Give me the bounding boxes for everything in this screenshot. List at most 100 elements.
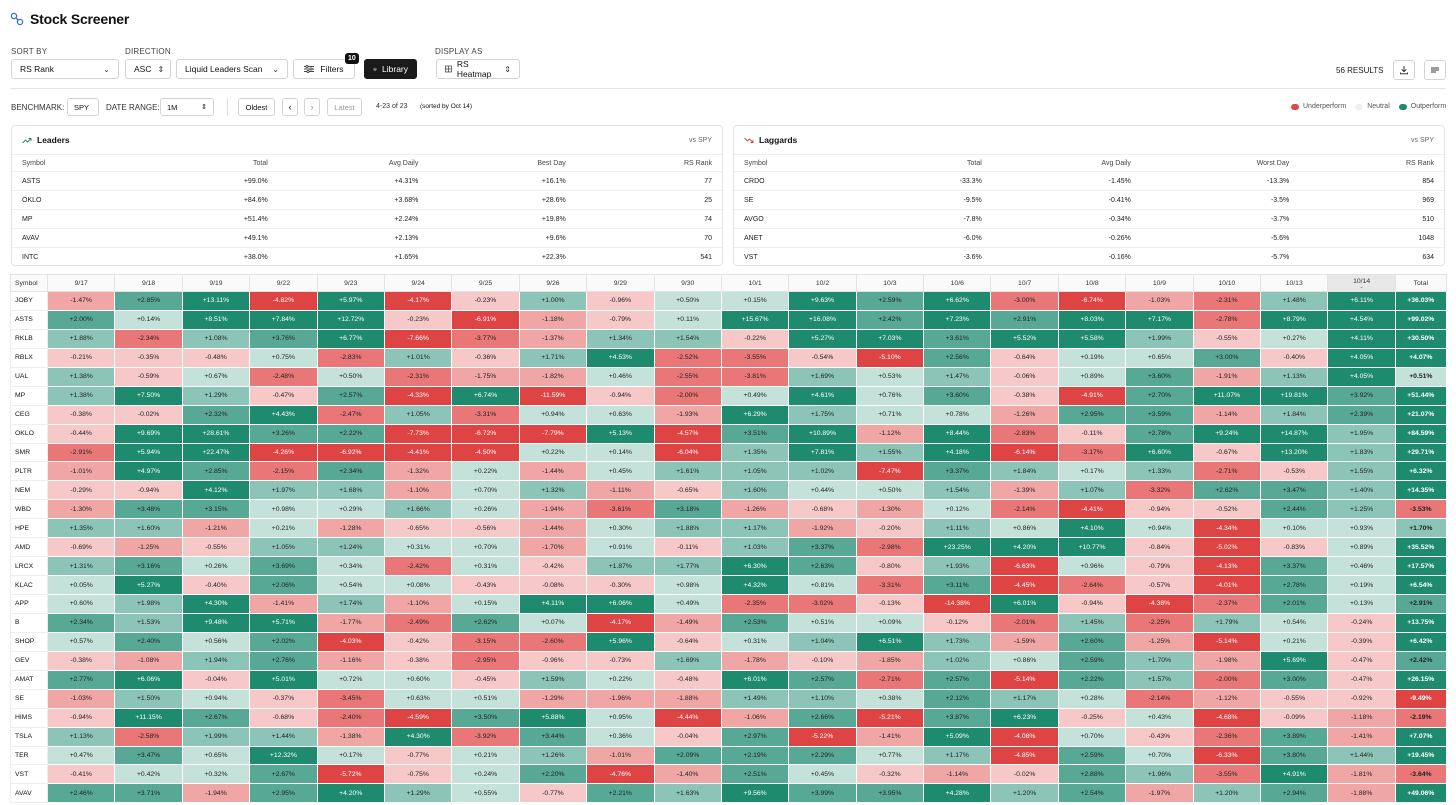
heatmap-cell[interactable]: +2.21% — [586, 783, 655, 804]
heatmap-cell[interactable]: +4.97% — [114, 461, 183, 482]
heatmap-cell[interactable]: -0.40% — [1260, 347, 1329, 368]
heatmap-cell[interactable]: -0.09% — [1260, 707, 1329, 728]
heatmap-cell[interactable]: +2.67% — [249, 764, 318, 785]
heatmap-cell[interactable]: +4.61% — [788, 385, 857, 406]
date-column-header[interactable]: 9/25 — [451, 274, 520, 292]
heatmap-cell[interactable]: -0.79% — [1125, 556, 1194, 577]
heatmap-cell[interactable]: +5.94% — [114, 442, 183, 463]
heatmap-cell[interactable]: +1.77% — [653, 556, 722, 577]
heatmap-row[interactable]: MP +1.38% +7.50% +1.29% -0.47% +2.57% -4.33% +6… — [10, 385, 1447, 406]
heatmap-cell[interactable]: +0.26% — [181, 556, 251, 577]
heatmap-cell[interactable]: +2.53% — [720, 612, 790, 633]
heatmap-cell[interactable]: +0.14% — [114, 309, 183, 330]
heatmap-cell[interactable]: -0.94% — [114, 480, 183, 501]
heatmap-cell[interactable]: +1.08% — [181, 328, 251, 349]
heatmap-cell[interactable]: +2.22% — [1057, 669, 1127, 690]
heatmap-cell[interactable]: +2.88% — [1057, 764, 1127, 785]
heatmap-row[interactable]: PLTR -1.01% +4.97% +2.85% -2.15% +2.34% -1.32%… — [10, 461, 1447, 482]
heatmap-symbol[interactable]: AMAT — [10, 669, 48, 690]
heatmap-cell[interactable]: +0.47% — [46, 745, 116, 766]
heatmap-cell[interactable]: +1.97% — [249, 480, 318, 501]
heatmap-cell[interactable]: +2.78% — [1260, 575, 1329, 595]
heatmap-cell[interactable]: +1.84% — [1260, 404, 1329, 425]
heatmap-cell[interactable]: +1.47% — [923, 366, 992, 387]
heatmap-row[interactable]: B +2.34% +1.53% +9.48% +5.71% -1.77% -2.49% +2.… — [10, 612, 1447, 633]
heatmap-symbol[interactable]: LRCX — [10, 556, 48, 577]
heatmap-cell[interactable]: +0.77% — [855, 745, 925, 766]
heatmap-cell[interactable]: +1.71% — [518, 347, 588, 368]
heatmap-cell[interactable]: +4.12% — [181, 480, 251, 501]
date-column-header[interactable]: 10/2 — [788, 274, 857, 292]
heatmap-cell[interactable]: +2.44% — [1260, 499, 1329, 520]
leaders-row[interactable]: ASTS +99.0% +4.31% +16.1% 77 — [12, 171, 722, 191]
heatmap-cell[interactable]: +3.99% — [788, 783, 857, 804]
heatmap-cell[interactable]: +2.70% — [1125, 385, 1194, 406]
heatmap-cell[interactable]: -0.69% — [46, 537, 116, 558]
heatmap-cell[interactable]: +0.57% — [46, 631, 116, 652]
heatmap-row[interactable]: HIMS -0.94% +11.15% +2.67% -0.68% -2.40% -4.59… — [10, 707, 1447, 728]
heatmap-cell[interactable]: -3.77% — [451, 328, 520, 349]
heatmap-cell[interactable]: -0.32% — [855, 764, 925, 785]
heatmap-cell[interactable]: +1.57% — [1125, 669, 1194, 690]
heatmap-cell[interactable]: +0.42% — [114, 764, 183, 785]
heatmap-cell[interactable]: +23.25% — [923, 537, 992, 558]
heatmap-cell[interactable]: +3.11% — [923, 575, 992, 595]
leaders-row[interactable]: OKLO +84.6% +3.68% +28.6% 25 — [12, 190, 722, 210]
heatmap-cell[interactable]: +0.76% — [855, 385, 925, 406]
heatmap-cell[interactable]: +1.60% — [720, 480, 790, 501]
heatmap-cell[interactable]: +1.11% — [923, 518, 992, 539]
heatmap-cell[interactable]: -2.47% — [316, 404, 385, 425]
heatmap-cell[interactable]: +2.01% — [1260, 594, 1329, 614]
heatmap-cell[interactable]: -0.44% — [46, 423, 116, 444]
heatmap-cell[interactable]: +1.02% — [788, 461, 857, 482]
heatmap-cell[interactable]: +0.89% — [1327, 537, 1396, 558]
heatmap-cell[interactable]: -1.01% — [586, 745, 655, 766]
heatmap-cell[interactable]: -2.64% — [1057, 575, 1127, 595]
heatmap-cell[interactable]: -0.68% — [249, 707, 318, 728]
heatmap-cell[interactable]: -0.43% — [451, 575, 520, 595]
heatmap-cell[interactable]: +1.73% — [923, 631, 992, 652]
heatmap-cell[interactable]: +3.69% — [249, 556, 318, 577]
heatmap-cell[interactable]: -6.14% — [990, 442, 1059, 463]
heatmap-cell[interactable]: -1.91% — [1192, 366, 1262, 387]
heatmap-cell[interactable]: +1.35% — [720, 442, 790, 463]
heatmap-cell[interactable]: +3.89% — [1260, 726, 1329, 747]
heatmap-cell[interactable]: +0.60% — [46, 594, 116, 614]
heatmap-cell[interactable]: +10.77% — [1057, 537, 1127, 558]
heatmap-cell[interactable]: +5.88% — [518, 707, 588, 728]
heatmap-cell[interactable]: +8.79% — [1260, 309, 1329, 330]
heatmap-cell[interactable]: +0.27% — [1260, 328, 1329, 349]
heatmap-cell[interactable]: -0.64% — [990, 347, 1059, 368]
heatmap-cell[interactable]: +1.79% — [1192, 612, 1262, 633]
heatmap-cell[interactable]: -1.26% — [990, 404, 1059, 425]
heatmap-cell[interactable]: -0.94% — [586, 385, 655, 406]
laggards-row[interactable]: VST -3.6% -0.16% -5.7% 634 — [734, 247, 1444, 267]
heatmap-cell[interactable]: -4.85% — [990, 745, 1059, 766]
heatmap-cell[interactable]: +3.95% — [855, 783, 925, 804]
heatmap-row[interactable]: TSLA +1.13% -2.58% +1.99% +1.44% -1.38% +4.30%… — [10, 726, 1447, 747]
heatmap-cell[interactable]: -0.40% — [181, 575, 251, 595]
heatmap-cell[interactable]: +0.22% — [586, 669, 655, 690]
heatmap-cell[interactable]: +8.51% — [181, 309, 251, 330]
heatmap-cell[interactable]: +3.26% — [249, 423, 318, 444]
heatmap-row[interactable]: HPE +1.35% +1.60% -1.21% +0.21% -1.28% -0.65% -… — [10, 518, 1447, 539]
heatmap-cell[interactable]: -0.56% — [451, 518, 520, 539]
heatmap-cell[interactable]: -3.17% — [1057, 442, 1127, 463]
heatmap-cell[interactable]: -5.21% — [855, 707, 925, 728]
heatmap-cell[interactable]: -0.65% — [383, 518, 453, 539]
heatmap-cell[interactable]: -1.21% — [181, 518, 251, 539]
heatmap-cell[interactable]: +2.59% — [1057, 745, 1127, 766]
heatmap-cell[interactable]: +6.77% — [316, 328, 385, 349]
heatmap-cell[interactable]: -4.08% — [990, 726, 1059, 747]
heatmap-row[interactable]: APP +0.60% +1.98% +4.30% -1.41% +1.74% -1.10% +… — [10, 594, 1447, 614]
heatmap-cell[interactable]: +4.53% — [586, 347, 655, 368]
heatmap-cell[interactable]: +3.92% — [1327, 385, 1396, 406]
heatmap-cell[interactable]: -0.79% — [586, 309, 655, 330]
heatmap-cell[interactable]: +0.54% — [316, 575, 385, 595]
heatmap-cell[interactable]: -1.44% — [518, 461, 588, 482]
heatmap-cell[interactable]: +1.33% — [1125, 461, 1194, 482]
heatmap-cell[interactable]: -2.71% — [1192, 461, 1262, 482]
heatmap-cell[interactable]: +5.01% — [249, 669, 318, 690]
heatmap-cell[interactable]: +0.67% — [181, 366, 251, 387]
heatmap-cell[interactable]: -0.38% — [990, 385, 1059, 406]
